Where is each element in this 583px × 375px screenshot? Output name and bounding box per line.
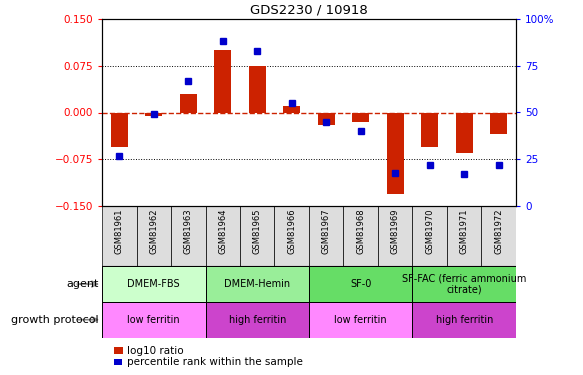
FancyBboxPatch shape [171, 206, 205, 266]
Bar [180, 94, 197, 112]
Text: GSM81969: GSM81969 [391, 209, 400, 254]
FancyBboxPatch shape [447, 206, 482, 266]
FancyBboxPatch shape [482, 206, 516, 266]
FancyBboxPatch shape [378, 206, 413, 266]
Bar [283, 106, 300, 112]
Text: GSM81966: GSM81966 [287, 209, 296, 254]
Text: GSM81964: GSM81964 [218, 209, 227, 254]
Bar [413, 266, 516, 302]
Bar [205, 266, 309, 302]
Bar [413, 302, 516, 338]
Bar [145, 112, 163, 116]
FancyBboxPatch shape [275, 206, 309, 266]
Text: SF-0: SF-0 [350, 279, 371, 289]
Text: low ferritin: low ferritin [128, 315, 180, 325]
Bar [318, 112, 335, 125]
Text: log10 ratio: log10 ratio [127, 346, 183, 355]
FancyBboxPatch shape [343, 206, 378, 266]
Bar [111, 112, 128, 147]
Text: DMEM-Hemin: DMEM-Hemin [224, 279, 290, 289]
Text: GSM81968: GSM81968 [356, 209, 365, 254]
Bar [352, 112, 370, 122]
FancyBboxPatch shape [102, 206, 136, 266]
FancyBboxPatch shape [136, 206, 171, 266]
Text: GSM81963: GSM81963 [184, 209, 193, 254]
Bar [309, 266, 413, 302]
Bar [205, 302, 309, 338]
Text: DMEM-FBS: DMEM-FBS [128, 279, 180, 289]
Bar [421, 112, 438, 147]
Bar [455, 112, 473, 153]
Bar [102, 266, 205, 302]
FancyBboxPatch shape [240, 206, 275, 266]
Bar [490, 112, 507, 134]
FancyBboxPatch shape [309, 206, 343, 266]
Text: GSM81970: GSM81970 [425, 209, 434, 254]
Title: GDS2230 / 10918: GDS2230 / 10918 [250, 3, 368, 16]
Text: high ferritin: high ferritin [229, 315, 286, 325]
Text: high ferritin: high ferritin [436, 315, 493, 325]
Bar [387, 112, 404, 194]
Text: percentile rank within the sample: percentile rank within the sample [127, 357, 303, 367]
Text: GSM81967: GSM81967 [322, 209, 331, 254]
Text: SF-FAC (ferric ammonium
citrate): SF-FAC (ferric ammonium citrate) [402, 273, 526, 295]
Bar [309, 302, 413, 338]
Text: agent: agent [66, 279, 99, 289]
Bar [248, 66, 266, 112]
FancyBboxPatch shape [205, 206, 240, 266]
Bar [102, 302, 205, 338]
Text: GSM81971: GSM81971 [460, 209, 469, 254]
Text: GSM81965: GSM81965 [253, 209, 262, 254]
Bar [214, 50, 231, 112]
FancyBboxPatch shape [413, 206, 447, 266]
Text: GSM81961: GSM81961 [115, 209, 124, 254]
Text: low ferritin: low ferritin [335, 315, 387, 325]
Text: GSM81972: GSM81972 [494, 209, 503, 254]
Text: growth protocol: growth protocol [12, 315, 99, 325]
Text: GSM81962: GSM81962 [149, 209, 158, 254]
